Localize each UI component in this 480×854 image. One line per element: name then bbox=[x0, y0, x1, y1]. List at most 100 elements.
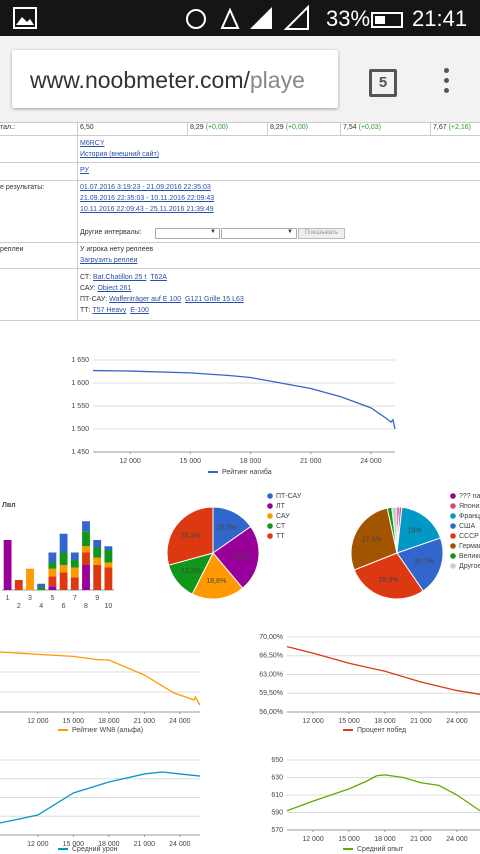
row-line bbox=[0, 162, 480, 163]
status-bar: 33% 21:41 bbox=[0, 0, 480, 36]
tank-link[interactable]: Object 261 bbox=[97, 285, 132, 292]
x-tick-label: 10 bbox=[105, 603, 113, 610]
tank-class: СТ: bbox=[80, 274, 92, 281]
tab-count[interactable]: 5 bbox=[369, 69, 397, 97]
pie-slice bbox=[396, 537, 444, 592]
pie-slice bbox=[212, 525, 260, 589]
slice-label: 18,6% bbox=[206, 578, 226, 585]
legend-swatch bbox=[450, 563, 456, 569]
tank-line: ПТ-САУ: Waffenträger auf E 100 G121 Gril… bbox=[80, 296, 244, 303]
clock: 21:41 bbox=[412, 6, 468, 31]
bar bbox=[48, 576, 57, 587]
rating-value: 8,29 bbox=[270, 124, 284, 131]
rating-cell: 8,29 (+0,00) bbox=[190, 124, 228, 131]
tank-link[interactable]: Bat.Chatillon 25 t bbox=[93, 274, 147, 281]
select[interactable]: ▼ bbox=[155, 228, 220, 239]
slice-label: 23,6% bbox=[231, 554, 251, 561]
browser-toolbar: www.noobmeter.com/playe 5 bbox=[0, 36, 480, 122]
rating-delta: (+2,16) bbox=[448, 124, 471, 131]
bar bbox=[3, 540, 12, 590]
server-link[interactable]: РУ bbox=[80, 167, 89, 174]
x-tick-label: 15 000 bbox=[63, 718, 85, 725]
bar bbox=[70, 577, 79, 590]
interval-link[interactable]: 21.09.2016 22:35:03 - 10.11.2016 22:09:4… bbox=[80, 195, 215, 202]
legend-label: Средний урон bbox=[72, 845, 118, 853]
x-tick-label: 5 bbox=[50, 595, 54, 602]
rating-delta: (+0,03) bbox=[358, 124, 381, 131]
rating-cell: 7,54 (+0,03) bbox=[343, 124, 381, 131]
x-tick-label: 6 bbox=[62, 603, 66, 610]
menu-dot[interactable] bbox=[444, 78, 449, 83]
row-line bbox=[0, 268, 480, 269]
bar bbox=[104, 550, 113, 563]
x-tick-label: 15 000 bbox=[338, 718, 360, 725]
x-tick-label: 12 000 bbox=[27, 718, 49, 725]
pie-slice bbox=[166, 506, 214, 566]
bar bbox=[93, 540, 102, 548]
slice-label: 13,3% bbox=[181, 568, 201, 575]
menu-dot[interactable] bbox=[444, 88, 449, 93]
legend-label: Франц bbox=[459, 513, 480, 520]
y-tick-label: 590 bbox=[271, 809, 283, 816]
select[interactable]: ▼ bbox=[221, 228, 297, 239]
bar bbox=[48, 552, 57, 563]
data-line bbox=[286, 646, 480, 695]
bar bbox=[93, 565, 102, 590]
url-field[interactable]: www.noobmeter.com/playe bbox=[12, 50, 338, 108]
bar bbox=[59, 533, 68, 553]
tank-link[interactable]: E-100 bbox=[130, 307, 149, 314]
tank-link[interactable]: T62A bbox=[150, 274, 167, 281]
slice-label: 15,3% bbox=[216, 525, 236, 532]
y-tick-label: 70,00% bbox=[259, 634, 283, 641]
pie-slice bbox=[391, 506, 398, 554]
menu-dot[interactable] bbox=[444, 68, 449, 73]
col-line bbox=[430, 122, 431, 135]
interval-link[interactable]: 01.07.2016 3:19:23 - 21.09.2016 22:35:03 bbox=[80, 184, 211, 191]
wifi-icon bbox=[220, 7, 240, 29]
data-line bbox=[286, 774, 480, 812]
bar bbox=[82, 531, 90, 547]
pie-slice bbox=[212, 506, 252, 554]
legend-label: ПТ-САУ bbox=[276, 493, 302, 500]
bar bbox=[48, 568, 57, 577]
tank-link[interactable]: G121 Grille 15 L63 bbox=[184, 296, 244, 303]
rating-value: 7,67 bbox=[433, 124, 447, 131]
upload-link[interactable]: Загрузить реплеи bbox=[80, 257, 138, 264]
legend-label: Герман bbox=[459, 543, 480, 550]
x-tick-label: 15 000 bbox=[338, 836, 360, 843]
history-link[interactable]: История (внешний сайт) bbox=[80, 151, 159, 158]
x-tick-label: 21 000 bbox=[410, 718, 432, 725]
clan-link[interactable]: M6RCY bbox=[80, 140, 105, 147]
x-tick-label: 24 000 bbox=[446, 836, 468, 843]
x-tick-label: 1 bbox=[6, 595, 10, 602]
pie-slice bbox=[168, 552, 214, 595]
legend-label: ТТ bbox=[276, 533, 285, 540]
legend-swatch bbox=[450, 553, 456, 559]
legend-label: СССР bbox=[459, 533, 479, 540]
x-tick-label: 12 000 bbox=[27, 841, 49, 848]
legend-swatch bbox=[450, 503, 456, 509]
bar bbox=[82, 552, 90, 565]
row-label: е результаты: bbox=[0, 184, 45, 191]
x-tick-label: 18 000 bbox=[374, 718, 396, 725]
legend-swatch bbox=[450, 523, 456, 529]
x-tick-label: 18 000 bbox=[240, 458, 262, 465]
bar bbox=[93, 557, 102, 565]
col-line bbox=[340, 122, 341, 135]
tank-link[interactable]: T57 Heavy bbox=[92, 307, 127, 314]
x-tick-label: 15 000 bbox=[180, 458, 202, 465]
data-line bbox=[0, 771, 201, 824]
bar bbox=[104, 567, 113, 590]
tank-class: САУ: bbox=[80, 285, 96, 292]
select-arrow: ▼ bbox=[287, 229, 293, 235]
interval-link[interactable]: 10.11.2016 22:09:43 - 25.11.2016 21:39:4… bbox=[80, 206, 214, 213]
row-line bbox=[0, 135, 480, 136]
tank-line: ТТ: T57 Heavy E-100 bbox=[80, 307, 149, 314]
show-button[interactable]: Показывать bbox=[298, 228, 345, 239]
y-tick-label: 56,00% bbox=[259, 709, 283, 716]
legend-label: Японии bbox=[459, 503, 480, 510]
alarm-icon bbox=[186, 9, 206, 29]
col-line bbox=[187, 122, 188, 135]
tank-link[interactable]: Waffenträger auf E 100 bbox=[109, 296, 182, 303]
